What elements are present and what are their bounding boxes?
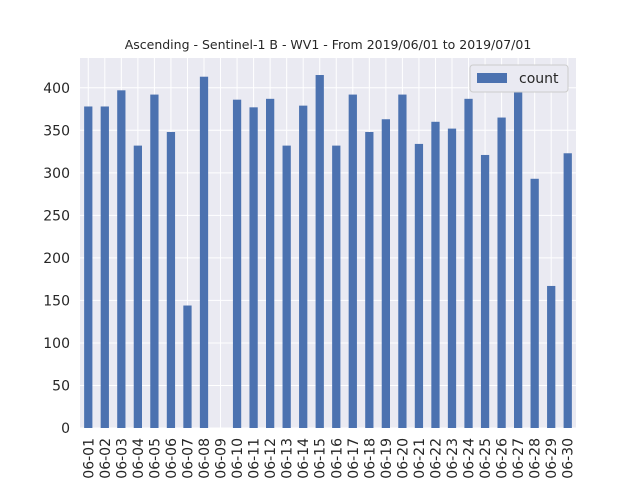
- x-tick-label: 06-15: [313, 438, 329, 479]
- x-tick-label: 06-23: [445, 438, 461, 479]
- bar-06-12: [266, 98, 275, 429]
- bar-06-27: [514, 69, 523, 429]
- x-tick-label: 06-29: [544, 438, 560, 479]
- plot-area: [80, 58, 576, 428]
- x-tick-label: 06-09: [214, 438, 230, 479]
- bar-06-22: [431, 121, 440, 429]
- bar-06-30: [563, 153, 572, 428]
- x-tick-label: 06-26: [495, 438, 511, 479]
- x-tick-label: 06-01: [81, 438, 97, 479]
- x-tick-label: 06-28: [528, 438, 544, 479]
- bar-06-08: [199, 76, 209, 428]
- bar-06-02: [100, 106, 109, 428]
- bar-06-03: [117, 90, 126, 428]
- x-tick-label: 06-07: [180, 438, 196, 479]
- bar-06-07: [183, 305, 192, 428]
- bar-06-18: [365, 132, 374, 428]
- x-tick-label: 06-19: [379, 438, 395, 479]
- x-tick-label: 06-20: [395, 438, 411, 479]
- bar-06-20: [398, 94, 407, 429]
- x-tick-label: 06-08: [197, 438, 213, 479]
- bar-06-21: [414, 143, 424, 428]
- bar-06-16: [332, 145, 341, 428]
- bars: [84, 69, 572, 429]
- y-tick-label: 300: [43, 166, 70, 182]
- y-tick-label: 250: [43, 208, 70, 224]
- y-tick-label: 150: [43, 293, 70, 309]
- bar-06-25: [480, 154, 490, 428]
- x-tick-label: 06-27: [511, 438, 527, 479]
- x-tick-label: 06-10: [230, 438, 246, 479]
- bar-06-29: [547, 285, 556, 428]
- x-tick-label: 06-17: [346, 438, 362, 479]
- bar-06-23: [447, 128, 457, 428]
- x-tick-label: 06-05: [147, 438, 163, 479]
- x-tick-label: 06-14: [296, 438, 312, 479]
- bar-06-05: [150, 94, 159, 429]
- legend-label: count: [519, 71, 559, 87]
- x-tick-label: 06-25: [478, 438, 494, 479]
- bar-06-10: [232, 99, 242, 428]
- chart-title: Ascending - Sentinel-1 B - WV1 - From 20…: [125, 37, 532, 52]
- bar-06-17: [348, 94, 357, 429]
- bar-06-15: [315, 75, 324, 428]
- y-tick-label: 50: [52, 378, 70, 394]
- x-axis-ticks: 06-01 06-02 06-03 06-04 06-05 06-06 06-07 06-08…: [81, 438, 576, 479]
- bar-06-28: [530, 178, 539, 428]
- y-tick-label: 350: [43, 123, 70, 139]
- y-tick-label: 100: [43, 336, 70, 352]
- x-tick-label: 06-11: [247, 438, 263, 479]
- x-tick-label: 06-03: [114, 438, 130, 479]
- bar-06-13: [282, 145, 291, 428]
- legend-swatch: [477, 73, 507, 83]
- x-tick-label: 06-24: [462, 438, 478, 479]
- x-tick-label: 06-18: [362, 438, 378, 479]
- y-axis-ticks: 0 50 100 150 200 250 300 350 400: [43, 81, 70, 437]
- x-tick-label: 06-30: [561, 438, 577, 479]
- bar-06-26: [497, 117, 506, 429]
- bar-06-01: [84, 106, 93, 428]
- bar-06-04: [133, 145, 142, 428]
- bar-06-06: [166, 132, 176, 428]
- legend-box: [469, 64, 569, 93]
- x-tick-label: 06-22: [428, 438, 444, 479]
- x-tick-label: 06-12: [263, 438, 279, 479]
- x-tick-label: 06-02: [98, 438, 114, 479]
- bar-06-14: [299, 105, 308, 428]
- y-tick-label: 200: [43, 251, 70, 267]
- y-tick-label: 0: [61, 421, 70, 437]
- y-tick-label: 400: [43, 81, 70, 97]
- bar-06-19: [381, 119, 390, 428]
- x-tick-label: 06-13: [280, 438, 296, 479]
- x-tick-label: 06-16: [329, 438, 345, 479]
- x-tick-label: 06-06: [164, 438, 180, 479]
- legend: count: [469, 64, 569, 93]
- x-tick-label: 06-21: [412, 438, 428, 479]
- bar-06-24: [464, 98, 473, 429]
- x-tick-label: 06-04: [131, 438, 147, 479]
- bar-06-11: [249, 107, 258, 428]
